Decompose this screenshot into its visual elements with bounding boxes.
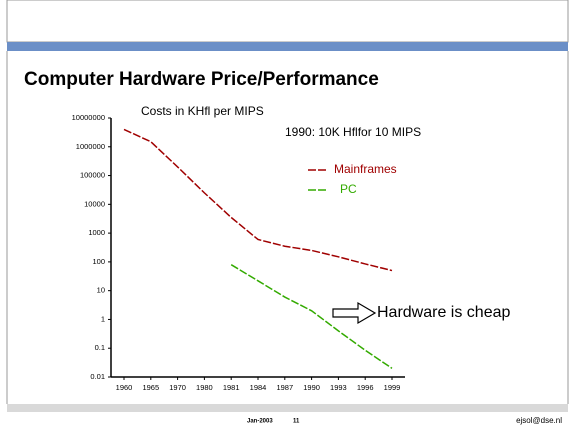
x-tick-label: 1970 (169, 383, 186, 392)
annotation: Hardware is cheap (377, 304, 511, 321)
footer-date: Jan-2003 (247, 419, 273, 425)
footer-email: ejsol@dse.nl (516, 416, 562, 425)
x-tick-label: 1990 (303, 383, 320, 392)
y-tick-label: 0.1 (95, 343, 105, 352)
legend-label: Mainframes (334, 162, 397, 176)
header-box (6, 0, 569, 43)
series-line (123, 128, 393, 272)
y-tick-label: 100000 (80, 171, 105, 180)
y-tick-label: 10 (97, 286, 105, 295)
header-bar (7, 42, 568, 51)
y-tick-label: 1 (101, 314, 105, 323)
x-tick-label: 1993 (330, 383, 347, 392)
series-line (230, 264, 393, 369)
annotation: Costs in KHfl per MIPS (141, 104, 264, 118)
y-tick-label: 1000000 (76, 142, 105, 151)
chart-title: Computer Hardware Price/Performance (24, 69, 379, 90)
y-tick-label: 1000 (88, 228, 105, 237)
y-tick-label: 100 (92, 257, 105, 266)
x-tick-label: 1965 (142, 383, 159, 392)
legend-label: PC (340, 182, 357, 196)
x-tick-label: 1984 (250, 383, 267, 392)
x-tick-label: 1999 (384, 383, 401, 392)
y-tick-label: 0.01 (90, 372, 105, 381)
x-tick-label: 1960 (116, 383, 133, 392)
y-tick-label: 10000 (84, 199, 105, 208)
footer-bar (7, 404, 568, 412)
annotation: 1990: 10K Hflfor 10 MIPS (285, 125, 421, 139)
footer-page: 11 (293, 419, 300, 425)
arrow (332, 301, 377, 325)
y-tick-label: 10000000 (72, 113, 105, 122)
x-tick-label: 1987 (276, 383, 293, 392)
x-tick-label: 1980 (196, 383, 213, 392)
x-tick-label: 1996 (357, 383, 374, 392)
x-tick-label: 1981 (223, 383, 240, 392)
